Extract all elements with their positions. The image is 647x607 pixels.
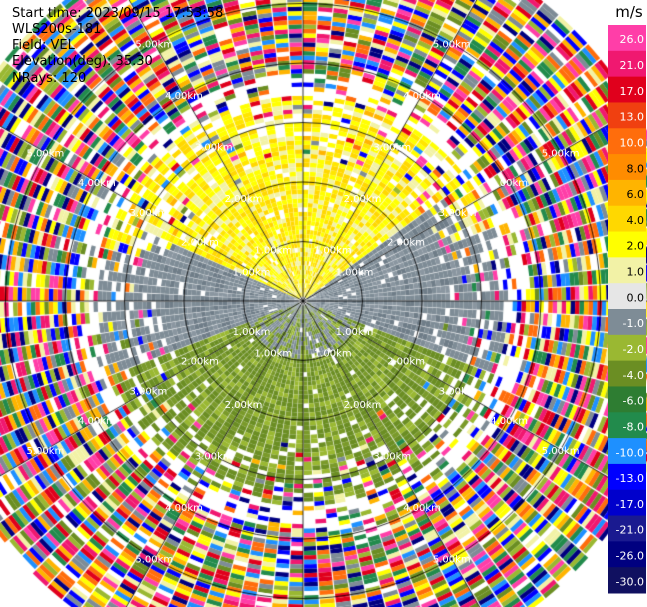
ring-label: 1.00km [314, 245, 352, 256]
colorbar-tick-label: -8.0 [623, 420, 644, 433]
colorbar-segment [608, 154, 646, 181]
colorbar-tick-label: 17.0 [620, 85, 645, 98]
colorbar-segment [608, 463, 646, 491]
colorbar-segment [608, 102, 646, 129]
colorbar-tick-label: -26.0 [616, 550, 644, 563]
ring-label: 1.00km [233, 267, 271, 278]
colorbar-segment [608, 283, 646, 310]
colorbar-segment [608, 386, 646, 413]
field-name: Field: VEL [12, 38, 75, 53]
ring-label: 3.00km [130, 386, 168, 397]
colorbar-segment [608, 515, 646, 542]
ring-label: 2.00km [181, 238, 219, 249]
colorbar-tick-label: -6.0 [623, 395, 644, 408]
ring-label: 2.00km [344, 400, 382, 411]
colorbar-tick-label: -4.0 [623, 369, 644, 382]
colorbar-units-label: m/s [615, 3, 643, 21]
ring-label: 2.00km [387, 238, 425, 249]
colorbar-tick-label: 1.0 [627, 266, 645, 279]
colorbar-tick-label: 10.0 [620, 136, 645, 149]
ring-label: 2.00km [225, 194, 263, 205]
ring-label: 1.00km [254, 349, 292, 360]
ring-label: 4.00km [403, 503, 441, 514]
ring-label: 5.00km [135, 555, 173, 566]
ring-label: 1.00km [336, 327, 374, 338]
ring-label: 4.00km [78, 178, 116, 189]
colorbar-segment [608, 128, 646, 155]
ring-label: 5.00km [26, 148, 64, 159]
ring-label: 1.00km [336, 267, 374, 278]
ring-label: 5.00km [433, 39, 471, 50]
ring-label: 2.00km [181, 357, 219, 368]
colorbar-segment [608, 334, 646, 362]
colorbar-tick-label: 4.0 [627, 214, 645, 227]
colorbar-tick-label: 21.0 [620, 59, 645, 72]
colorbar-segment [608, 50, 646, 78]
colorbar-segment [608, 179, 646, 207]
colorbar-tick-label: -30.0 [616, 575, 644, 588]
colorbar-segment [608, 231, 646, 258]
ring-label: 4.00km [490, 416, 528, 427]
colorbar-tick-label: 2.0 [627, 240, 645, 253]
ring-label: 1.00km [254, 245, 292, 256]
ring-label: 4.00km [490, 178, 528, 189]
colorbar-segment [608, 412, 646, 439]
colorbar-segment [608, 76, 646, 103]
colorbar-segment [608, 567, 646, 594]
colorbar-tick-label: -2.0 [623, 343, 644, 356]
colorbar-tick-label: -13.0 [616, 472, 644, 485]
ring-label: 3.00km [373, 452, 411, 463]
colorbar-segment [608, 360, 646, 387]
ring-label: 3.00km [439, 386, 477, 397]
ring-label: 5.00km [26, 446, 64, 457]
ring-label: 5.00km [135, 39, 173, 50]
colorbar-tick-label: -1.0 [623, 317, 644, 330]
start-time-text: Start time: 2023/09/15 17:53:58 [12, 6, 224, 21]
colorbar-segment [608, 541, 646, 568]
ring-label: 4.00km [165, 503, 203, 514]
colorbar-segment [608, 205, 646, 233]
colorbar-tick-label: 8.0 [627, 162, 645, 175]
ring-label: 3.00km [439, 208, 477, 219]
colorbar-segment [608, 25, 646, 52]
ring-label: 4.00km [165, 91, 203, 102]
colorbar-tick-label: 0.0 [627, 291, 645, 304]
ring-label: 2.00km [344, 194, 382, 205]
colorbar-segment [608, 438, 646, 465]
ring-label: 5.00km [433, 555, 471, 566]
ring-label: 5.00km [542, 446, 580, 457]
ring-label: 4.00km [403, 91, 441, 102]
colorbar-tick-label: 6.0 [627, 188, 645, 201]
ring-label: 1.00km [314, 349, 352, 360]
ring-label: 3.00km [195, 452, 233, 463]
ring-label: 5.00km [542, 148, 580, 159]
colorbar-segment [608, 489, 646, 517]
instrument-name: WLS200s-181 [12, 22, 102, 37]
colorbar-tick-label: 26.0 [620, 33, 645, 46]
colorbar-tick-label: -17.0 [616, 498, 644, 511]
ring-label: 2.00km [225, 400, 263, 411]
colorbar-tick-label: -10.0 [616, 446, 644, 459]
colorbar-segment [608, 257, 646, 284]
elevation-text: Elevation(deg): 35.30 [12, 54, 153, 69]
nrays-text: NRays: 120 [12, 71, 87, 86]
ring-label: 3.00km [130, 208, 168, 219]
ring-label: 4.00km [78, 416, 116, 427]
ring-label: 3.00km [195, 142, 233, 153]
colorbar-tick-label: 13.0 [620, 111, 645, 124]
colorbar-segment [608, 309, 646, 336]
ring-label: 2.00km [387, 357, 425, 368]
colorbar-tick-label: -21.0 [616, 524, 644, 537]
ring-label: 3.00km [373, 142, 411, 153]
ring-label: 1.00km [233, 327, 271, 338]
